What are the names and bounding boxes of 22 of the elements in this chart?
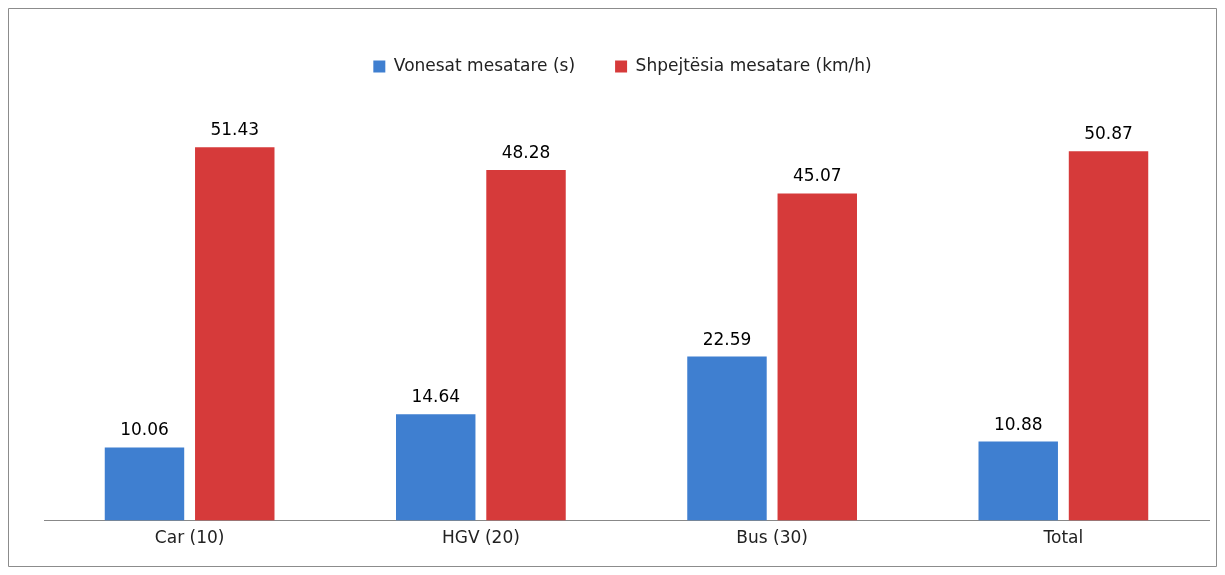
bar	[396, 414, 476, 521]
data-label: 10.88	[993, 413, 1043, 434]
x-tick-label: Car (10)	[154, 527, 225, 548]
legend-label: Shpejtësia mesatare (km/h)	[635, 54, 872, 75]
legend-label: Vonesat mesatare (s)	[393, 54, 576, 75]
data-label: 51.43	[210, 119, 260, 140]
data-label: 10.06	[120, 419, 169, 440]
data-label: 45.07	[792, 165, 842, 186]
data-label: 48.28	[501, 142, 551, 163]
data-label: 14.64	[411, 386, 461, 407]
x-tick-label: Bus (30)	[736, 527, 808, 548]
bar	[777, 193, 857, 521]
bar	[687, 356, 767, 521]
bar	[978, 441, 1058, 521]
x-tick-label: Total	[1042, 527, 1084, 548]
bar	[104, 447, 185, 521]
data-label: 50.87	[1084, 123, 1133, 144]
data-label: 22.59	[702, 328, 752, 349]
bar	[486, 170, 566, 521]
bar	[195, 147, 275, 521]
bar	[1068, 151, 1149, 521]
x-tick-label: HGV (20)	[441, 527, 520, 548]
